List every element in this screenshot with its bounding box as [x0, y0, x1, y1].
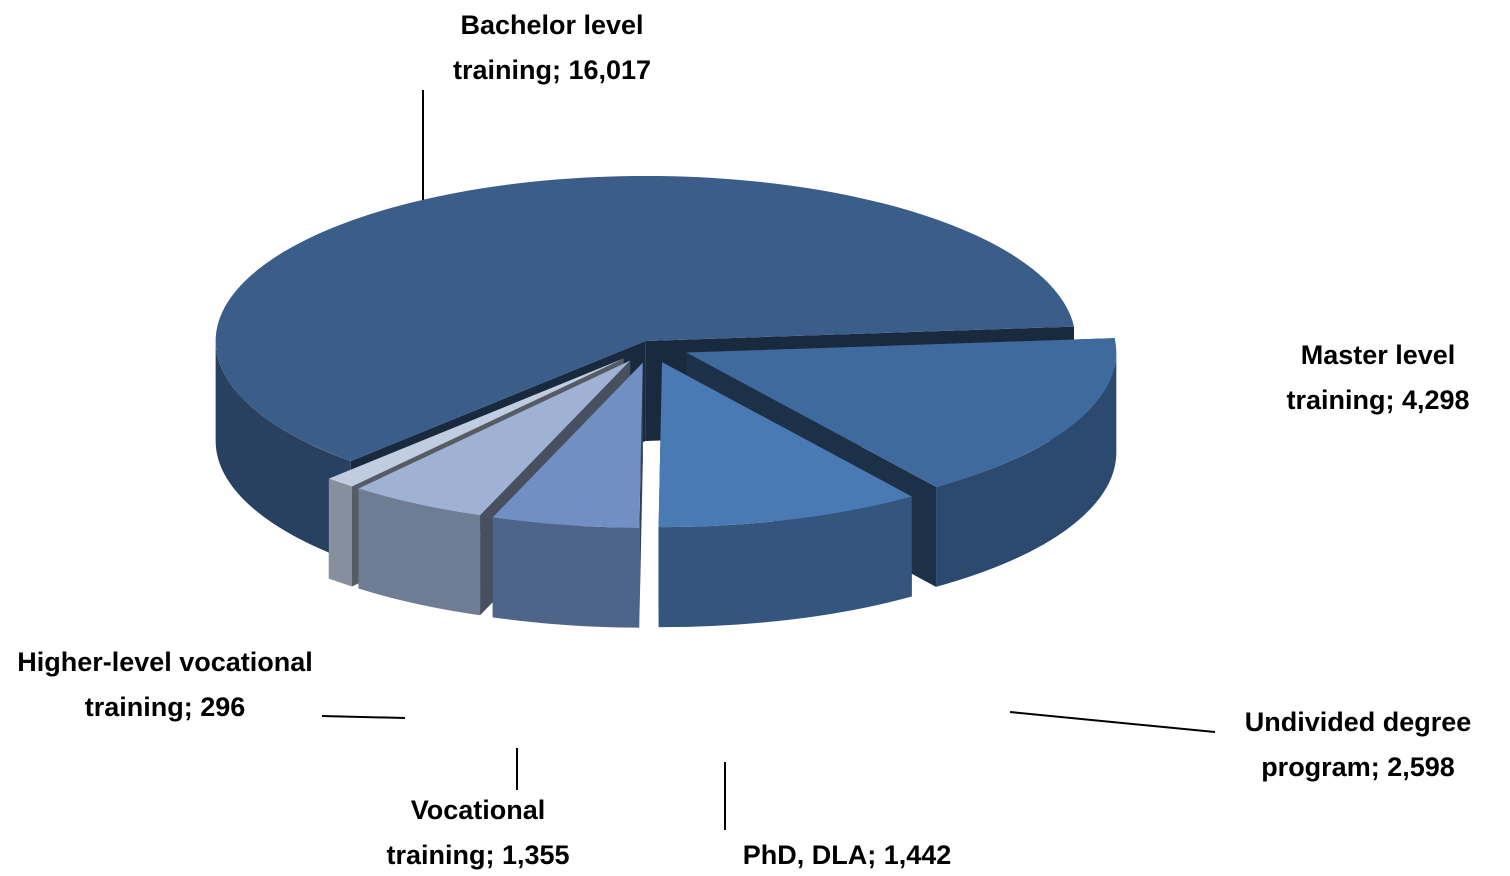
data-label: Bachelor level training; 16,017 — [402, 3, 702, 93]
slice-outer-wall — [328, 478, 352, 587]
category-name: Master level training — [1286, 340, 1456, 415]
value-label: 16,017 — [568, 55, 652, 85]
slice-outer-wall — [358, 488, 481, 616]
slice-top — [328, 358, 624, 487]
leader-lines — [321, 90, 1216, 830]
label-separator: ; — [485, 840, 502, 870]
leader-line — [1009, 711, 1216, 733]
category-name: Undivided degree program — [1244, 707, 1472, 782]
label-separator: ; — [1370, 752, 1388, 782]
value-label: 1,442 — [883, 840, 952, 870]
category-name: Higher-level vocational training — [17, 647, 313, 722]
label-separator: ; — [183, 692, 201, 722]
data-label: PhD, DLA; 1,442 — [677, 833, 1017, 876]
data-label: Higher-level vocational training; 296 — [0, 640, 335, 730]
data-label: Undivided degree program; 2,598 — [1208, 700, 1508, 790]
label-separator: ; — [867, 840, 884, 870]
slice-outer-wall — [936, 352, 1117, 587]
slice-outer-wall — [215, 340, 351, 562]
leader-line — [321, 715, 406, 719]
slice-top — [492, 362, 643, 528]
label-separator: ; — [1385, 385, 1402, 415]
slice-top — [686, 338, 1117, 487]
value-label: 1,355 — [501, 840, 570, 870]
slice-outer-wall — [658, 496, 912, 628]
data-label: Vocational training; 1,355 — [348, 788, 608, 876]
data-label: Master level training; 4,298 — [1248, 333, 1508, 423]
slices — [215, 175, 1117, 628]
slice-top — [358, 360, 631, 516]
category-name: PhD, DLA — [742, 840, 868, 870]
value-label: 296 — [200, 692, 246, 722]
value-label: 4,298 — [1401, 385, 1470, 415]
category-name: Bachelor level training — [452, 10, 644, 85]
slice-top — [215, 175, 1075, 462]
value-label: 2,598 — [1387, 752, 1455, 782]
category-name: Vocational training — [386, 795, 546, 870]
slice-outer-wall — [492, 517, 640, 628]
slice-top — [658, 362, 912, 528]
label-separator: ; — [551, 55, 569, 85]
